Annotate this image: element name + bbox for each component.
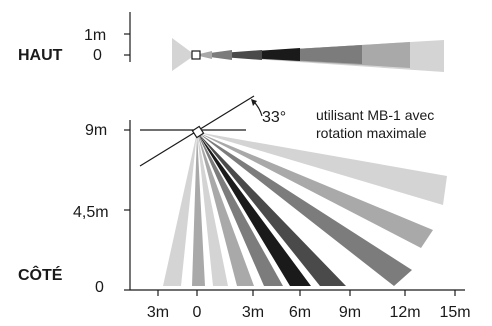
top-beam-7 [195,51,212,59]
top-sensor [191,50,201,60]
side-view-label: CÔTÉ [18,265,63,284]
x-tick-label-0: 0 [193,304,202,321]
side-beam-1 [163,132,197,286]
side-view: 9m 4,5m 0 CÔTÉ 3m 0 3m 6m 9m 12m 15m [18,95,471,321]
side-beam-10 [197,132,447,205]
x-tick-label-12m: 12m [389,304,420,321]
top-beam-6 [195,50,232,60]
x-tick-label-9m: 9m [339,304,361,321]
side-beam-9 [197,132,433,248]
side-beam-3 [197,132,228,286]
top-view-label: HAUT [18,47,63,64]
side-beam-7 [197,132,346,286]
rotation-arrowhead-icon [251,99,257,106]
x-tick-label-neg3m: 3m [147,304,169,321]
side-y-tick-4-5m: 4,5m [73,204,109,221]
side-sensor [191,125,205,139]
side-y-tick-0: 0 [95,279,104,296]
top-view: HAUT 1m 0 [18,12,444,72]
side-x-tick-marks [157,290,456,296]
note-line-2: rotation maximale [316,125,427,141]
note-line-1: utilisant MB-1 avec [316,107,434,123]
top-y-tick-1m: 1m [84,27,106,44]
side-beam-8 [197,132,412,286]
side-beam-4 [197,132,254,286]
angle-label: 33° [262,109,286,126]
top-beam-back [172,38,195,71]
side-beam-6 [197,132,311,286]
x-tick-label-6m: 6m [289,304,311,321]
side-y-tick-9m: 9m [85,122,107,139]
x-tick-label-15m: 15m [439,304,470,321]
top-y-tick-0: 0 [93,47,102,64]
side-beam-2 [192,132,205,286]
x-tick-label-3m: 3m [242,304,264,321]
side-beam-5 [197,132,283,286]
side-beams [163,132,447,286]
